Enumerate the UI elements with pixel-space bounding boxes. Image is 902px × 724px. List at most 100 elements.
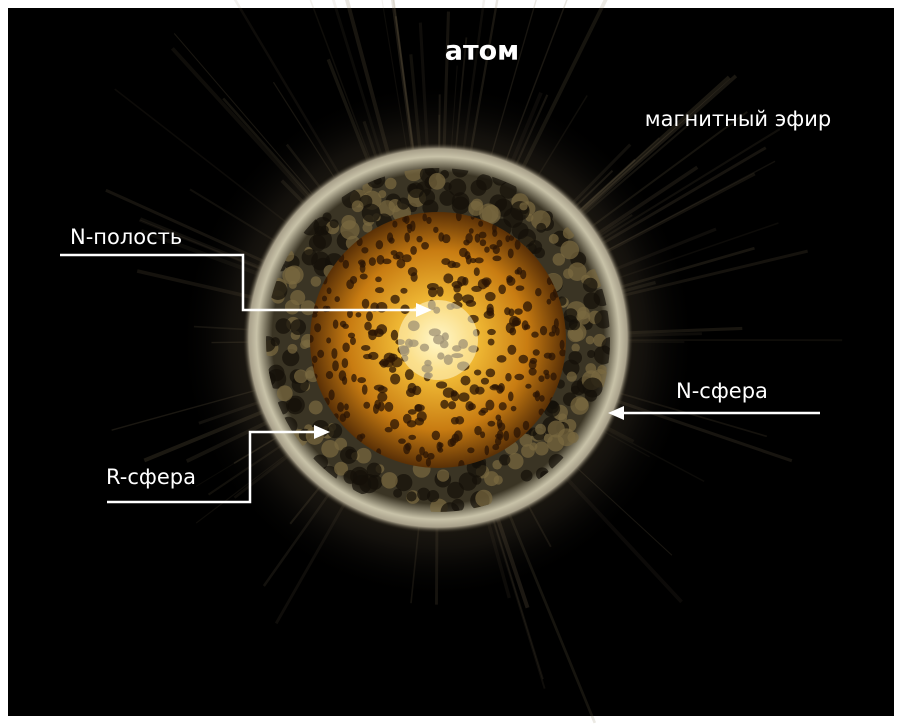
shell-cell	[451, 499, 464, 512]
shell-cell	[340, 446, 358, 464]
core-cell	[499, 402, 507, 410]
core-cell	[451, 417, 459, 425]
core-cell	[375, 277, 382, 283]
core-cell	[364, 322, 372, 331]
core-cell	[485, 445, 490, 455]
shell-cell	[311, 276, 322, 287]
shell-cell	[362, 204, 381, 223]
core-cell	[498, 284, 506, 294]
core-cell	[505, 235, 510, 242]
shell-cell	[585, 363, 596, 374]
core-cell	[410, 246, 417, 255]
core-cell	[486, 368, 496, 377]
core-cell	[332, 360, 339, 371]
core-cell	[480, 408, 488, 414]
core-cell	[489, 244, 497, 249]
core-cell	[376, 240, 383, 249]
shell-cell	[512, 222, 529, 239]
core-cell	[504, 307, 510, 315]
core-cell	[441, 258, 450, 265]
shell-cell	[381, 472, 397, 488]
shell-cell	[367, 463, 382, 478]
shell-cell	[352, 200, 364, 212]
shell-cell	[408, 182, 424, 198]
core-cell	[390, 374, 400, 385]
core-cell	[360, 264, 366, 273]
core-cell	[411, 272, 418, 282]
core-cell	[390, 295, 399, 304]
shell-cell	[437, 469, 449, 481]
core-cell	[531, 332, 538, 338]
core-cell	[337, 402, 344, 412]
shell-cell	[529, 442, 537, 450]
core-cell	[389, 237, 395, 243]
core-cell	[465, 233, 472, 243]
core-cell	[462, 277, 468, 286]
shell-cell	[521, 470, 533, 482]
core-cell	[505, 373, 511, 381]
shell-cell	[385, 178, 397, 190]
core-cell	[358, 260, 365, 265]
core-cell	[503, 431, 509, 441]
core-cell	[326, 371, 333, 379]
core-cell	[525, 384, 531, 389]
core-cell	[459, 248, 468, 257]
core-cell	[443, 273, 453, 283]
shell-cell	[476, 174, 492, 190]
core-cell	[382, 259, 391, 265]
shell-cell	[519, 202, 527, 210]
shell-cell	[289, 281, 297, 289]
core-cell	[514, 308, 522, 315]
core-cell	[485, 292, 496, 301]
core-cell	[496, 385, 503, 394]
core-cell	[427, 283, 439, 290]
core-cell	[396, 259, 405, 269]
core-cell	[481, 378, 489, 385]
shell-cell	[571, 386, 580, 395]
core-cell	[333, 319, 339, 328]
core-cell	[451, 390, 458, 396]
core-cell	[484, 246, 489, 252]
core-cell	[507, 345, 516, 355]
core-cell	[426, 458, 431, 467]
shell-cell	[429, 173, 446, 190]
shell-cell	[395, 474, 412, 491]
core-cell	[480, 239, 487, 246]
shell-cell	[290, 319, 306, 335]
core-cell	[466, 300, 477, 307]
core-cell	[344, 404, 349, 411]
core-cell	[403, 444, 410, 455]
core-cell	[350, 337, 356, 345]
core-cell	[402, 217, 407, 223]
core-cell	[363, 354, 372, 359]
core-cell	[508, 248, 514, 258]
shell-cell	[327, 423, 342, 438]
core-cell	[362, 384, 368, 394]
core-cell	[361, 247, 368, 253]
core-cell	[326, 337, 331, 343]
core-cell	[408, 435, 416, 440]
shell-cell	[417, 488, 430, 501]
core-cell	[492, 229, 497, 236]
core-cell	[398, 438, 406, 443]
core-cell	[437, 442, 443, 451]
core-cell	[421, 242, 429, 250]
core-cell	[360, 274, 368, 280]
core-cell	[327, 287, 332, 294]
shell-cell	[577, 307, 590, 320]
core-cell	[342, 342, 349, 352]
shell-cell	[549, 234, 559, 244]
shell-cell	[275, 318, 291, 334]
core-cell	[400, 288, 407, 294]
shell-cell	[397, 197, 409, 209]
core-cell	[487, 329, 496, 335]
core-cell	[543, 370, 549, 376]
core-cell	[511, 406, 517, 412]
core-cell	[437, 286, 444, 296]
core-cell	[407, 420, 417, 427]
core-cell	[422, 213, 427, 221]
core-cell	[469, 228, 474, 234]
core-cell	[416, 454, 422, 462]
shell-cell	[393, 489, 402, 498]
core-cell	[529, 360, 537, 369]
